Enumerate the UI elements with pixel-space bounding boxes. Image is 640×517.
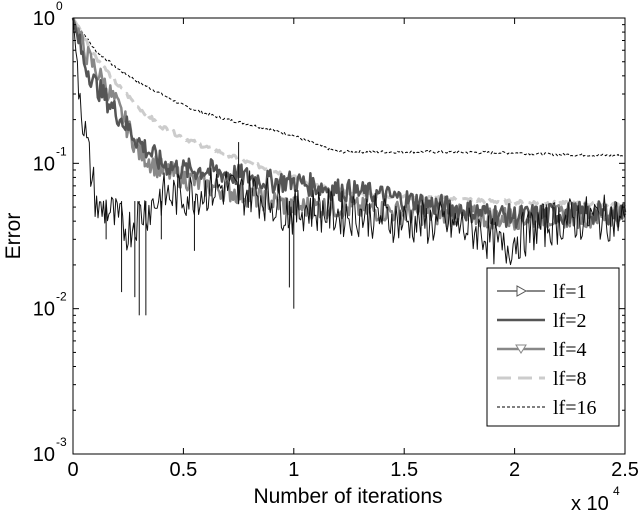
legend-items: lf=1 lf=2 lf=4 lf=8 lf=16 [497,281,597,419]
y-tick-label-exp: -2 [56,290,67,304]
x-tick-label: 2.5 [611,459,639,481]
series-layer [71,17,627,316]
series-line-3 [71,17,627,208]
x-tick-label: 0.5 [169,459,197,481]
legend: lf=1 lf=2 lf=4 lf=8 lf=16 [486,267,620,427]
series-line-4 [72,17,626,158]
legend-label-0: lf=1 [553,281,587,303]
legend-label-1: lf=2 [553,310,587,332]
series-line-2 [71,17,627,231]
series-group-2 [71,17,627,231]
series-line-0 [72,17,626,266]
legend-box [486,267,620,427]
y-tick-label-base: 10 [33,153,55,175]
y-tick-label-base: 10 [33,299,55,321]
x-tick-label: 0 [67,459,78,481]
series-group-3 [71,17,627,208]
y-tick-label-exp: -3 [56,435,67,449]
y-axis-title: Error [2,213,25,260]
x-axis-title: Number of iterations [253,485,442,508]
series-group-4 [72,17,626,158]
plot-frame [72,17,626,455]
y-tick-label-base: 10 [33,8,55,30]
series-group-1 [71,17,627,229]
y-tick-label-base: 10 [33,444,55,466]
legend-marker-2 [515,344,527,354]
legend-label-4: lf=16 [553,397,597,419]
legend-marker-1 [516,285,528,297]
legend-label-3: lf=8 [553,368,587,390]
legend-label-2: lf=4 [553,339,587,361]
x-multiplier-exp: 4 [613,484,620,498]
y-tick-label-exp: -1 [56,144,67,158]
series-line-1 [71,17,627,229]
x-tick-label: 1.5 [390,459,418,481]
y-tick-label-exp: 0 [56,0,63,13]
series-group-0 [72,17,626,316]
x-tick-label: 2 [509,459,520,481]
x-tick-label: 1 [288,459,299,481]
x-multiplier-label: x 10 [571,493,609,515]
